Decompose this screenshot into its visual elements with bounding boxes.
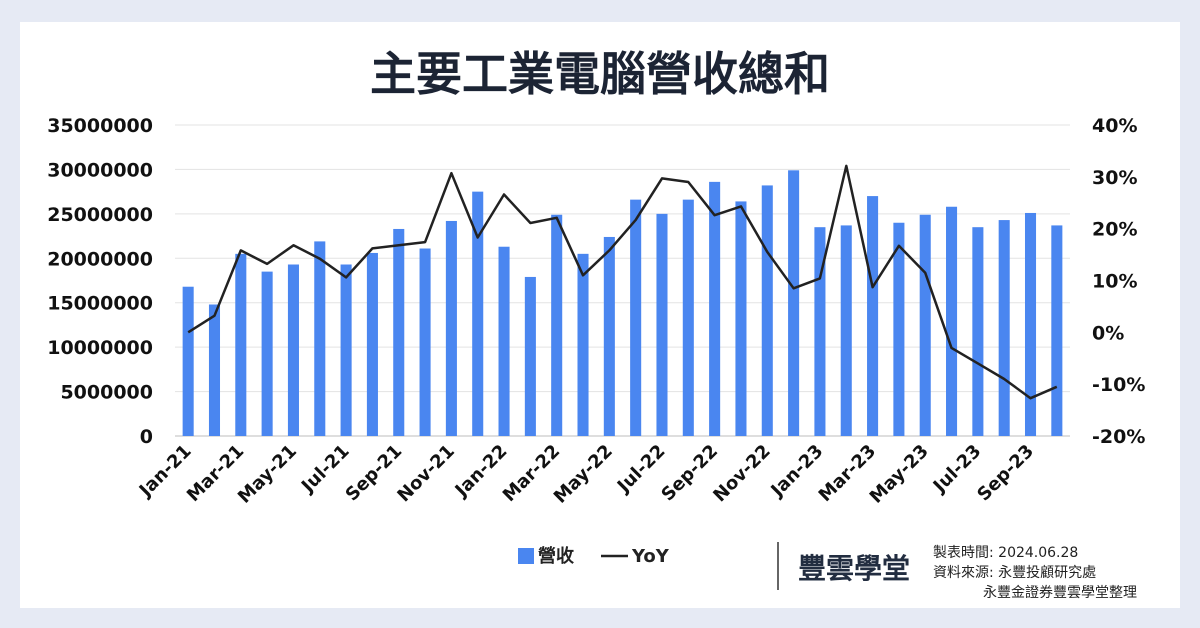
y-right-tick-label: 40%	[1092, 115, 1137, 137]
x-axis: Jan-21Mar-21May-21Jul-21Sep-21Nov-21Jan-…	[134, 441, 1038, 508]
y-axis-right: -20% -10% 0% 10% 20% 30% 40%	[1092, 115, 1145, 448]
legend-line-label: YoY	[631, 546, 670, 567]
bar	[1024, 212, 1037, 436]
bar	[761, 185, 773, 436]
y-left-tick-label: 30000000	[47, 159, 153, 181]
bar	[261, 271, 273, 436]
x-tick-label: Sep-23	[973, 441, 1038, 506]
footer-date: 製表時間: 2024.06.28	[933, 545, 1078, 561]
y-right-tick-label: 30%	[1092, 167, 1137, 189]
bar	[235, 253, 247, 436]
legend-bar-label: 營收	[538, 545, 574, 567]
y-left-tick-label: 25000000	[47, 204, 153, 226]
y-left-tick-label: 0	[140, 426, 153, 448]
bar	[788, 170, 800, 436]
bar	[208, 304, 221, 436]
bar	[919, 214, 931, 436]
bar	[472, 191, 484, 436]
bar	[893, 222, 905, 436]
bar	[498, 246, 510, 436]
bar	[419, 248, 431, 436]
y-axis-left: 0 5000000 10000000 15000000 20000000 25000000…	[47, 115, 153, 448]
bar	[366, 252, 378, 436]
bar	[393, 228, 405, 436]
y-left-tick-label: 35000000	[47, 115, 153, 137]
y-right-tick-label: 0%	[1092, 322, 1124, 344]
y-left-tick-label: 20000000	[47, 248, 153, 270]
y-right-tick-label: -10%	[1092, 374, 1145, 396]
x-tick-label: May-21	[234, 441, 301, 508]
bar	[630, 199, 642, 436]
bar	[577, 253, 589, 436]
bar	[867, 196, 879, 436]
yoy-line	[187, 164, 1058, 400]
chart-card: 主要工業電腦營收總和 0 5000000 10000000 15000000 20000…	[20, 22, 1180, 608]
bar	[314, 241, 326, 436]
y-right-tick-label: -20%	[1092, 426, 1145, 448]
bar	[1051, 225, 1063, 436]
bar	[182, 286, 194, 436]
brand-logo: 豐雲學堂	[798, 552, 910, 585]
bar	[709, 181, 721, 436]
bar-series	[182, 170, 1063, 436]
x-tick-label: Nov-21	[393, 441, 459, 507]
legend-bar-swatch	[518, 548, 534, 564]
y-right-tick-label: 20%	[1092, 219, 1137, 241]
gridlines	[175, 124, 1070, 437]
bar	[340, 264, 352, 436]
y-left-tick-label: 5000000	[60, 382, 153, 404]
bar	[524, 276, 536, 436]
bar	[682, 199, 694, 436]
legend: 營收 YoY	[518, 545, 670, 567]
chart-title: 主要工業電腦營收總和	[370, 47, 830, 101]
bar	[445, 220, 457, 436]
footer-credit: 永豐金證券豐雲學堂整理	[983, 584, 1137, 601]
x-tick-label: May-23	[866, 441, 933, 508]
bar	[287, 264, 299, 436]
bar	[603, 236, 615, 436]
y-left-tick-label: 10000000	[47, 337, 153, 359]
bar	[998, 220, 1010, 436]
bar	[551, 214, 563, 436]
bar	[840, 225, 852, 436]
y-right-tick-label: 10%	[1092, 271, 1137, 293]
chart-svg: 主要工業電腦營收總和 0 5000000 10000000 15000000 20000…	[47, 47, 1145, 601]
bar	[972, 227, 984, 436]
y-left-tick-label: 15000000	[47, 293, 153, 315]
footer-source: 資料來源: 永豐投顧研究處	[933, 565, 1096, 581]
bar	[814, 227, 826, 436]
bar	[735, 201, 747, 436]
bar	[946, 206, 958, 436]
x-tick-label: Nov-22	[709, 441, 775, 507]
line-series	[187, 164, 1058, 400]
x-tick-label: May-22	[550, 441, 617, 508]
bar	[656, 213, 668, 436]
